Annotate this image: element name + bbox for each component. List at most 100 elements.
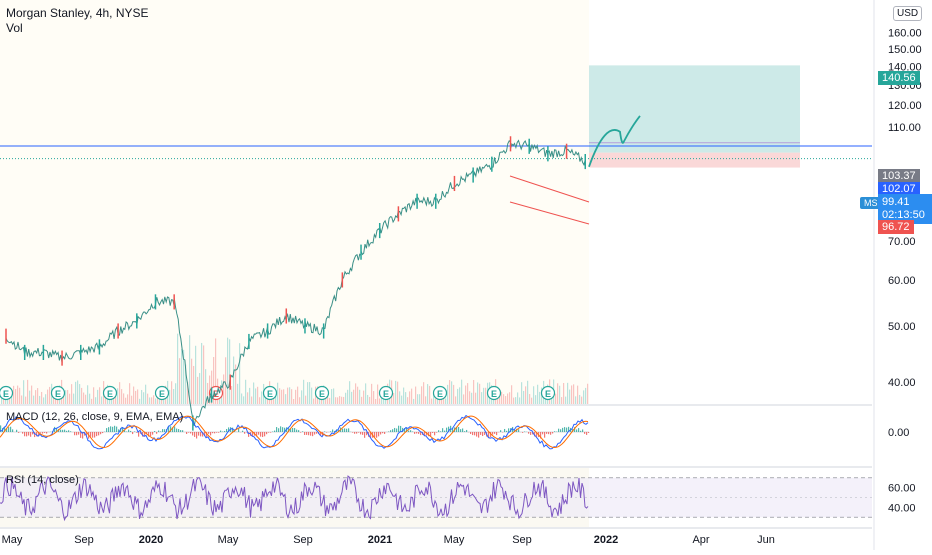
macd-histogram-bar xyxy=(178,429,179,432)
volume-bar xyxy=(369,397,370,404)
volume-bar xyxy=(133,387,134,404)
macd-histogram-bar xyxy=(280,426,281,432)
macd-histogram-bar xyxy=(420,432,421,435)
macd-histogram-bar xyxy=(282,427,283,432)
macd-histogram-bar xyxy=(182,430,183,432)
macd-histogram-bar xyxy=(506,431,507,432)
macd-histogram-bar xyxy=(216,432,217,433)
macd-histogram-bar xyxy=(484,432,485,435)
currency-badge[interactable]: USD xyxy=(893,6,922,21)
volume-bar xyxy=(173,389,174,404)
volume-bar xyxy=(357,387,358,404)
macd-histogram-bar xyxy=(62,430,63,432)
macd-histogram-bar xyxy=(478,432,479,438)
macd-histogram-bar xyxy=(128,430,129,432)
volume-bar xyxy=(229,339,230,404)
volume-bar xyxy=(69,394,70,404)
macd-histogram-bar xyxy=(460,429,461,432)
macd-histogram-bar xyxy=(296,430,297,432)
volume-bar xyxy=(231,386,232,404)
macd-histogram-bar xyxy=(242,431,243,432)
macd-histogram-bar xyxy=(550,432,551,435)
macd-histogram-bar xyxy=(446,428,447,432)
x-tick-label: Apr xyxy=(692,534,709,546)
volume-bar xyxy=(423,382,424,404)
macd-histogram-bar xyxy=(312,432,313,436)
volume-bar xyxy=(97,390,98,404)
x-tick-label: 2021 xyxy=(368,534,392,546)
macd-histogram-bar xyxy=(434,432,435,435)
macd-histogram-bar xyxy=(196,432,197,438)
macd-histogram-bar xyxy=(554,431,555,432)
volume-bar xyxy=(205,369,206,404)
volume-bar xyxy=(561,397,562,404)
volume-bar xyxy=(313,399,314,404)
macd-histogram-bar xyxy=(112,427,113,432)
macd-histogram-bar xyxy=(226,429,227,432)
volume-bar xyxy=(99,387,100,404)
volume-bar xyxy=(177,334,178,404)
volume-bar xyxy=(559,386,560,404)
macd-histogram-bar xyxy=(542,432,543,434)
macd-histogram-bar xyxy=(444,431,445,432)
volume-bar xyxy=(197,377,198,404)
macd-histogram-bar xyxy=(268,432,269,433)
macd-histogram-bar xyxy=(494,432,495,434)
volume-bar xyxy=(21,395,22,404)
earnings-marker-label: E xyxy=(3,389,9,399)
volume-label[interactable]: Vol xyxy=(6,21,23,35)
x-tick-label: May xyxy=(218,534,239,546)
volume-bar xyxy=(25,397,26,404)
macd-histogram-bar xyxy=(42,432,43,434)
volume-bar xyxy=(571,385,572,404)
volume-bar xyxy=(337,397,338,404)
macd-histogram-bar xyxy=(392,429,393,432)
volume-bar xyxy=(539,392,540,404)
volume-bar xyxy=(89,394,90,404)
macd-histogram-bar xyxy=(580,431,581,432)
macd-histogram-bar xyxy=(528,432,529,434)
macd-histogram-bar xyxy=(126,431,127,432)
macd-histogram-bar xyxy=(152,432,153,435)
macd-histogram-bar xyxy=(344,428,345,432)
rsi-legend[interactable]: RSI (14, close) xyxy=(6,474,79,486)
macd-histogram-bar xyxy=(208,432,209,434)
volume-bar xyxy=(241,393,242,404)
volume-bar xyxy=(153,395,154,404)
macd-histogram-bar xyxy=(476,432,477,437)
macd-histogram-bar xyxy=(492,432,493,435)
volume-bar xyxy=(525,386,526,404)
volume-bar xyxy=(45,394,46,404)
volume-bar xyxy=(585,388,586,404)
macd-histogram-bar xyxy=(458,427,459,432)
volume-bar xyxy=(435,399,436,404)
volume-bar xyxy=(427,384,428,404)
macd-histogram-bar xyxy=(156,432,157,434)
earnings-marker-label: E xyxy=(491,389,497,399)
volume-bar xyxy=(77,380,78,404)
volume-bar xyxy=(303,380,304,404)
chart-title[interactable]: Morgan Stanley, 4h, NYSE xyxy=(6,6,149,20)
stop-zone xyxy=(589,153,800,168)
macd-histogram-bar xyxy=(92,432,93,438)
volume-bar xyxy=(71,384,72,404)
macd-histogram-bar xyxy=(436,432,437,433)
macd-histogram-bar xyxy=(518,429,519,432)
volume-bar xyxy=(243,396,244,404)
volume-bar xyxy=(517,392,518,404)
volume-bar xyxy=(511,385,512,404)
volume-bar xyxy=(429,386,430,404)
earnings-marker-label: E xyxy=(383,389,389,399)
volume-bar xyxy=(431,399,432,404)
volume-bar xyxy=(289,387,290,404)
macd-legend[interactable]: MACD (12, 26, close, 9, EMA, EMA) xyxy=(6,411,183,423)
macd-histogram-bar xyxy=(300,432,301,433)
macd-histogram-bar xyxy=(376,432,377,438)
macd-histogram-bar xyxy=(552,432,553,433)
volume-bar xyxy=(249,388,250,404)
macd-histogram-bar xyxy=(324,431,325,432)
volume-bar xyxy=(351,392,352,404)
volume-bar xyxy=(353,390,354,404)
macd-histogram-bar xyxy=(298,430,299,432)
